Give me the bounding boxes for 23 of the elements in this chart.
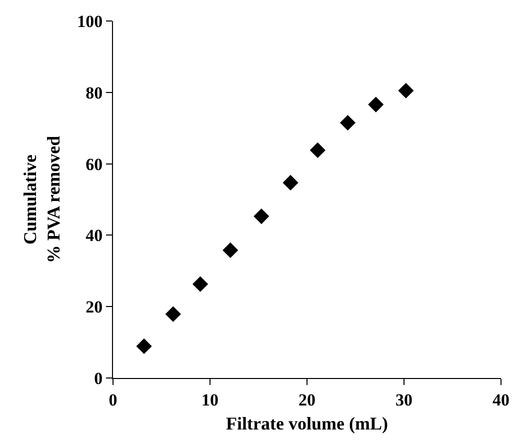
point bbox=[165, 306, 181, 322]
y-tick-label: 100 bbox=[77, 12, 103, 31]
x-tick-label: 40 bbox=[492, 390, 510, 410]
point bbox=[340, 114, 356, 131]
y-tick-label: 60 bbox=[86, 154, 103, 174]
point bbox=[398, 82, 414, 98]
y-axis-title: Cumulative % PVA removed bbox=[20, 136, 64, 264]
x-tick-label: 30 bbox=[396, 390, 412, 410]
x-tick-label: 0 bbox=[108, 390, 118, 410]
point bbox=[254, 208, 270, 224]
point bbox=[310, 142, 326, 158]
x-tick-label: 10 bbox=[202, 390, 218, 410]
y-tick-label: 20 bbox=[86, 298, 103, 317]
point bbox=[192, 276, 208, 292]
point bbox=[136, 338, 152, 354]
point bbox=[222, 242, 238, 258]
point bbox=[282, 174, 298, 191]
x-tick-label: 20 bbox=[298, 390, 316, 410]
y-tick-label: 40 bbox=[86, 226, 103, 246]
point bbox=[368, 96, 384, 112]
y-tick-label: 0 bbox=[94, 368, 103, 388]
y-tick-label: 80 bbox=[86, 83, 103, 102]
x-axis-title: Filtrate volume (mL) bbox=[226, 414, 388, 434]
